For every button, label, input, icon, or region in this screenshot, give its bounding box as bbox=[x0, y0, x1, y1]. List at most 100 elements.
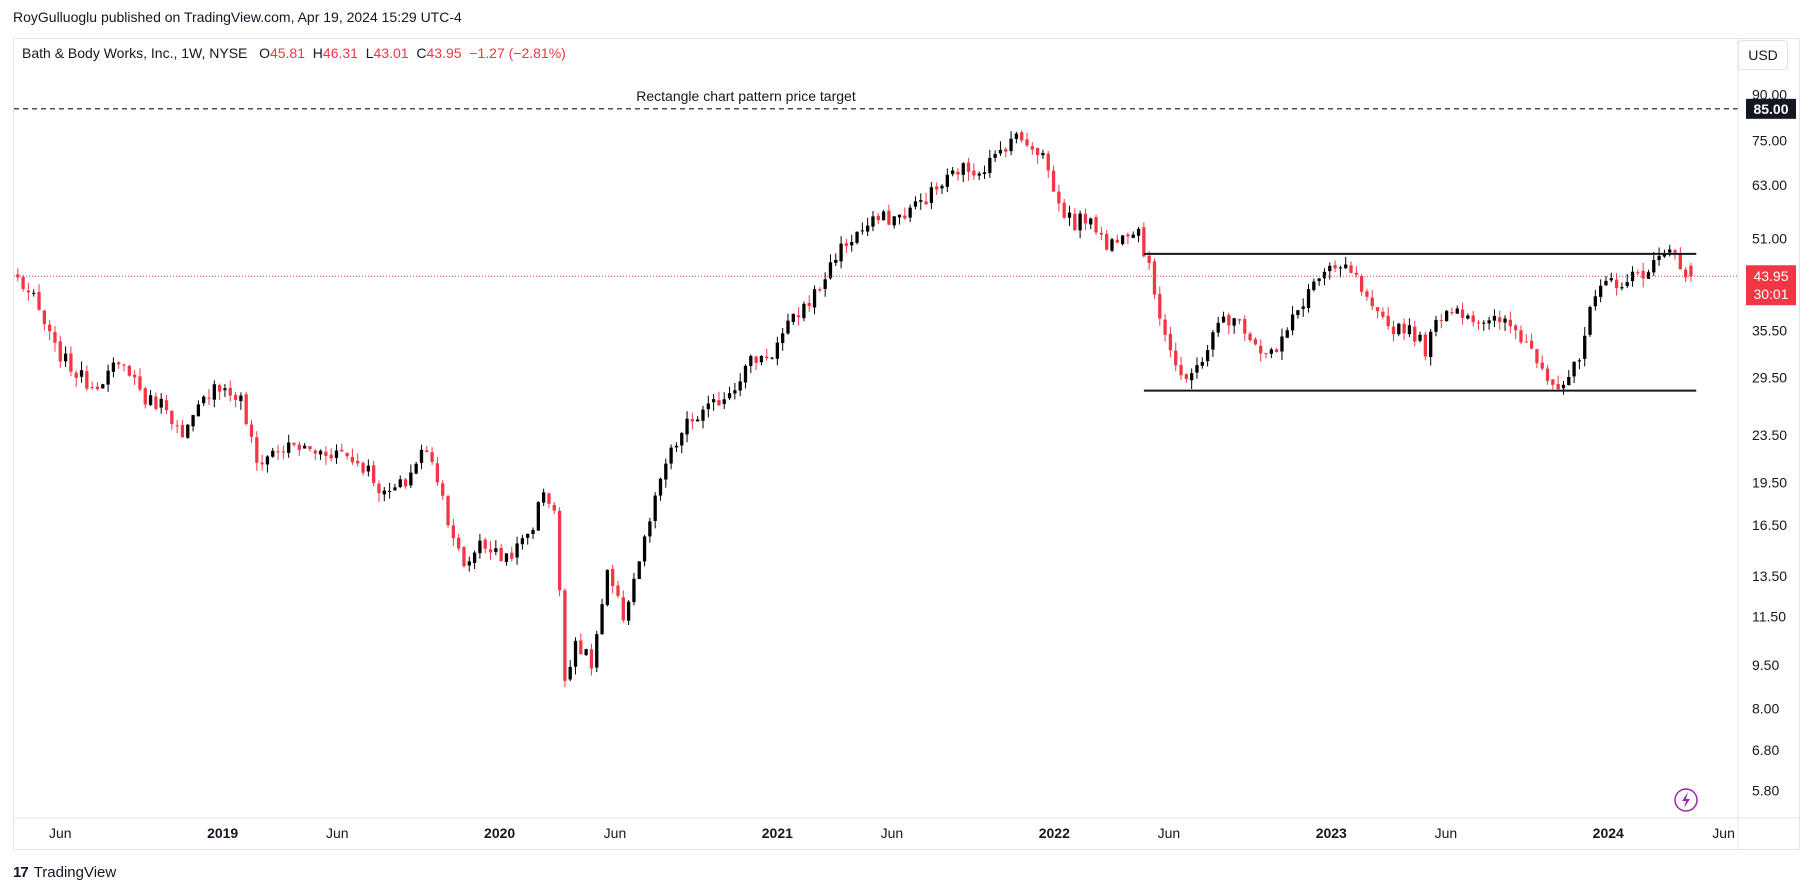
candle bbox=[292, 442, 296, 447]
candle-body bbox=[1195, 365, 1199, 373]
candle bbox=[95, 382, 100, 391]
candle bbox=[690, 412, 695, 430]
symbol-name[interactable]: Bath & Body Works, Inc., 1W, NYSE bbox=[22, 45, 248, 61]
candle bbox=[1614, 273, 1619, 296]
candle-body bbox=[876, 215, 880, 221]
candle-body bbox=[499, 547, 503, 562]
candle-body bbox=[1540, 362, 1544, 369]
candle bbox=[711, 393, 716, 411]
candle-body bbox=[1529, 340, 1534, 349]
candle bbox=[770, 356, 774, 360]
candle bbox=[308, 445, 312, 452]
candle bbox=[446, 494, 450, 529]
candle bbox=[297, 441, 301, 456]
candle-body bbox=[1126, 234, 1130, 237]
candle-body bbox=[807, 302, 811, 307]
candle bbox=[48, 320, 52, 341]
candle-body bbox=[1413, 326, 1417, 342]
candle-body bbox=[42, 310, 46, 325]
candle bbox=[329, 448, 333, 462]
candle-body bbox=[1009, 138, 1013, 152]
candle-body bbox=[1402, 323, 1406, 334]
lightning-icon[interactable] bbox=[1674, 788, 1698, 812]
candle bbox=[998, 141, 1003, 156]
candle-body bbox=[1444, 310, 1449, 322]
candle bbox=[722, 392, 726, 410]
candle-body bbox=[903, 215, 907, 219]
candle bbox=[674, 442, 679, 452]
candle-body bbox=[1625, 282, 1629, 286]
candle bbox=[1041, 149, 1045, 159]
candle bbox=[382, 486, 386, 502]
candle-body bbox=[1020, 132, 1024, 141]
candle-body bbox=[515, 543, 519, 558]
candle-body bbox=[775, 342, 780, 359]
candle bbox=[1359, 274, 1364, 296]
candle bbox=[1158, 286, 1162, 326]
candle-body bbox=[1253, 339, 1258, 345]
candle bbox=[1599, 279, 1603, 303]
candle-body bbox=[929, 187, 934, 203]
candle bbox=[403, 478, 408, 489]
candle-body bbox=[1614, 279, 1619, 289]
candle-body bbox=[1604, 280, 1608, 286]
candle-body bbox=[1503, 318, 1507, 323]
close-value: 43.95 bbox=[426, 45, 462, 61]
candle-body bbox=[945, 174, 949, 187]
candle-body bbox=[1174, 350, 1178, 366]
candle bbox=[1338, 265, 1343, 278]
candle-body bbox=[1333, 265, 1337, 269]
time-axis-label: Jun bbox=[49, 825, 72, 841]
candle bbox=[1089, 217, 1093, 230]
price-axis-label: 8.00 bbox=[1752, 701, 1779, 717]
candle-body bbox=[733, 390, 737, 394]
candle-body bbox=[802, 303, 806, 319]
candle-body bbox=[1041, 153, 1045, 156]
candle bbox=[1285, 327, 1289, 338]
candle-body bbox=[717, 400, 721, 406]
symbol-legend[interactable]: Bath & Body Works, Inc., 1W, NYSE O45.81… bbox=[22, 45, 566, 61]
candle bbox=[1349, 261, 1353, 274]
candle-body bbox=[1306, 289, 1311, 308]
candle bbox=[313, 449, 317, 461]
candle-body bbox=[982, 172, 987, 175]
candle-body bbox=[494, 548, 498, 552]
candle bbox=[26, 282, 31, 301]
candle-body bbox=[919, 200, 923, 202]
candle-body bbox=[1678, 254, 1682, 270]
price-axis-label: 23.50 bbox=[1752, 427, 1787, 443]
candle-body bbox=[1583, 335, 1587, 359]
currency-button[interactable]: USD bbox=[1738, 40, 1788, 70]
candle bbox=[202, 395, 206, 407]
current-price-value: 43.95 bbox=[1753, 268, 1788, 284]
candle-body bbox=[1349, 265, 1353, 273]
time-axis-label: 2024 bbox=[1593, 825, 1624, 841]
time-axis-label: Jun bbox=[881, 825, 904, 841]
candle bbox=[366, 459, 371, 477]
tradingview-brand[interactable]: 17 TradingView bbox=[13, 864, 116, 881]
candle-body bbox=[1508, 319, 1513, 327]
candle bbox=[451, 519, 455, 547]
candle-body bbox=[1147, 255, 1151, 263]
price-axis-label: 51.00 bbox=[1752, 230, 1787, 246]
candle bbox=[701, 405, 705, 429]
candle-body bbox=[504, 553, 509, 563]
candle-body bbox=[855, 231, 859, 243]
candle bbox=[1545, 364, 1550, 385]
candle bbox=[988, 149, 992, 178]
candle bbox=[1476, 319, 1481, 330]
candle bbox=[940, 184, 944, 194]
candle bbox=[1195, 357, 1199, 379]
candle bbox=[573, 637, 578, 675]
candle-body bbox=[1312, 281, 1316, 291]
candle-body bbox=[1418, 334, 1422, 341]
candle bbox=[536, 500, 540, 531]
candle-body bbox=[1572, 361, 1576, 377]
candle bbox=[143, 386, 147, 409]
candle-body bbox=[1338, 267, 1343, 269]
candle bbox=[1269, 347, 1273, 359]
candle-body bbox=[1556, 383, 1560, 389]
candle-body bbox=[1062, 202, 1066, 218]
candle-body bbox=[600, 604, 604, 635]
